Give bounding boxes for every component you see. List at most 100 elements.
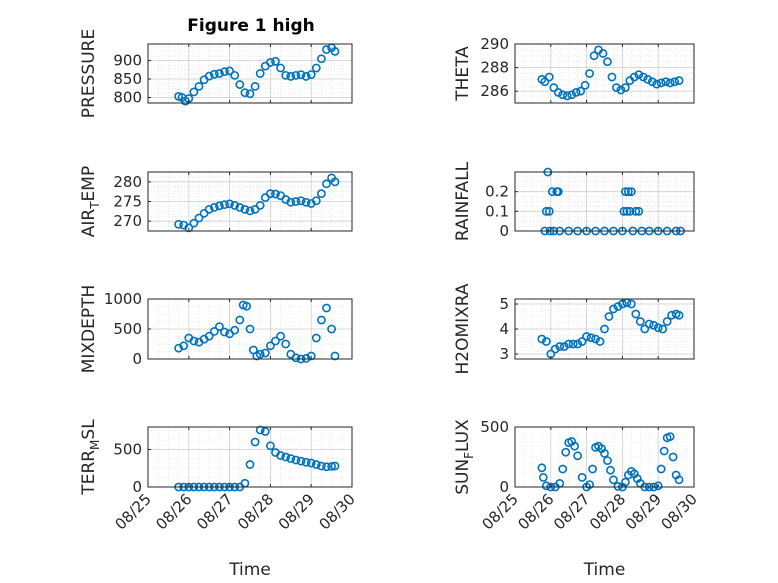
data-point: [571, 87, 581, 97]
y-tick-label: 270: [113, 212, 142, 230]
data-point: [631, 206, 641, 216]
data-point: [311, 333, 321, 343]
data-point: [634, 206, 644, 216]
x-axis-label: Time: [228, 560, 271, 580]
data-point: [564, 339, 574, 349]
data-point: [659, 446, 669, 456]
data-point: [240, 204, 250, 214]
data-point: [541, 337, 551, 346]
data-point: [245, 460, 255, 469]
figure-title: Figure 1 high: [187, 16, 315, 36]
y-tick-label: 500: [113, 320, 142, 338]
y-tick-label: 500: [480, 418, 509, 436]
data-point: [559, 342, 569, 351]
data-point: [327, 461, 336, 471]
data-point: [301, 197, 311, 207]
data-point: [281, 452, 291, 462]
series-markers: [537, 45, 684, 101]
y-tick-label: 0: [132, 478, 142, 496]
data-point: [537, 334, 547, 344]
data-point: [665, 78, 675, 88]
data-point: [245, 206, 255, 216]
y-tick-label: 900: [113, 52, 142, 70]
data-point: [250, 437, 260, 447]
data-point: [600, 324, 609, 334]
data-point: [643, 75, 653, 84]
y-tick-label: 0: [499, 478, 509, 496]
data-point: [322, 462, 331, 472]
axes-mixdepth: 0 500 1000 MIXDEPTH: [79, 285, 353, 374]
data-point: [204, 71, 214, 81]
data-point: [306, 70, 316, 80]
plot-area: [515, 172, 694, 231]
y-tick-label: 0: [499, 222, 509, 240]
data-point: [553, 187, 563, 197]
data-point: [301, 72, 311, 81]
data-point: [330, 46, 340, 56]
data-point: [640, 324, 650, 334]
y-axis-label: MIXDEPTH: [79, 285, 99, 374]
data-point: [586, 333, 596, 343]
data-point: [604, 312, 614, 321]
data-point: [607, 72, 617, 82]
data-point: [286, 454, 296, 463]
data-point: [194, 213, 204, 223]
data-point: [179, 341, 189, 351]
data-point: [573, 339, 583, 349]
data-point: [204, 204, 214, 214]
data-point: [568, 339, 578, 349]
data-point: [330, 461, 340, 471]
data-point: [265, 189, 275, 199]
data-point: [550, 344, 560, 354]
data-point: [260, 348, 270, 358]
data-point: [634, 70, 644, 80]
data-point: [665, 432, 675, 441]
data-point: [276, 63, 285, 73]
data-point: [245, 89, 255, 99]
data-point: [661, 77, 671, 87]
data-point: [562, 91, 572, 101]
y-axis-label: H2OMIXRA: [453, 283, 473, 374]
y-tick-label: 800: [113, 88, 142, 106]
data-point: [603, 57, 612, 67]
data-point: [245, 324, 255, 334]
data-point: [265, 341, 275, 351]
data-point: [276, 331, 285, 341]
y-tick-label: 290: [480, 35, 509, 53]
data-point: [668, 452, 678, 462]
data-point: [230, 70, 240, 80]
data-point: [674, 76, 684, 85]
data-point: [547, 187, 557, 197]
axes-box: [514, 426, 695, 488]
data-point: [291, 197, 301, 206]
y-axis-label: THETA: [453, 46, 473, 102]
data-point: [656, 78, 666, 88]
data-point: [616, 85, 626, 95]
data-point: [635, 317, 645, 326]
data-point: [570, 441, 580, 451]
series-markers: [537, 432, 684, 492]
data-point: [265, 441, 275, 451]
data-point: [271, 189, 280, 199]
data-point: [322, 179, 331, 189]
data-point: [609, 475, 618, 485]
data-point: [626, 187, 636, 197]
data-point: [296, 456, 306, 466]
series-markers: [174, 43, 340, 106]
data-point: [652, 79, 662, 89]
y-axis-label: TERRMSL: [79, 419, 102, 496]
data-point: [322, 45, 331, 54]
data-point: [541, 206, 551, 216]
data-point: [538, 472, 548, 482]
axes-h2omixra: 3 4 5 H2OMIXRA: [453, 283, 695, 375]
data-point: [541, 481, 551, 491]
axes-box: [514, 171, 695, 232]
data-point: [558, 90, 568, 100]
data-point: [567, 90, 577, 100]
y-axis-label: SUNFLUX: [453, 419, 476, 495]
y-tick-label: 0.2: [485, 183, 509, 201]
data-point: [316, 189, 326, 199]
data-point: [591, 334, 600, 344]
data-point: [670, 77, 680, 87]
